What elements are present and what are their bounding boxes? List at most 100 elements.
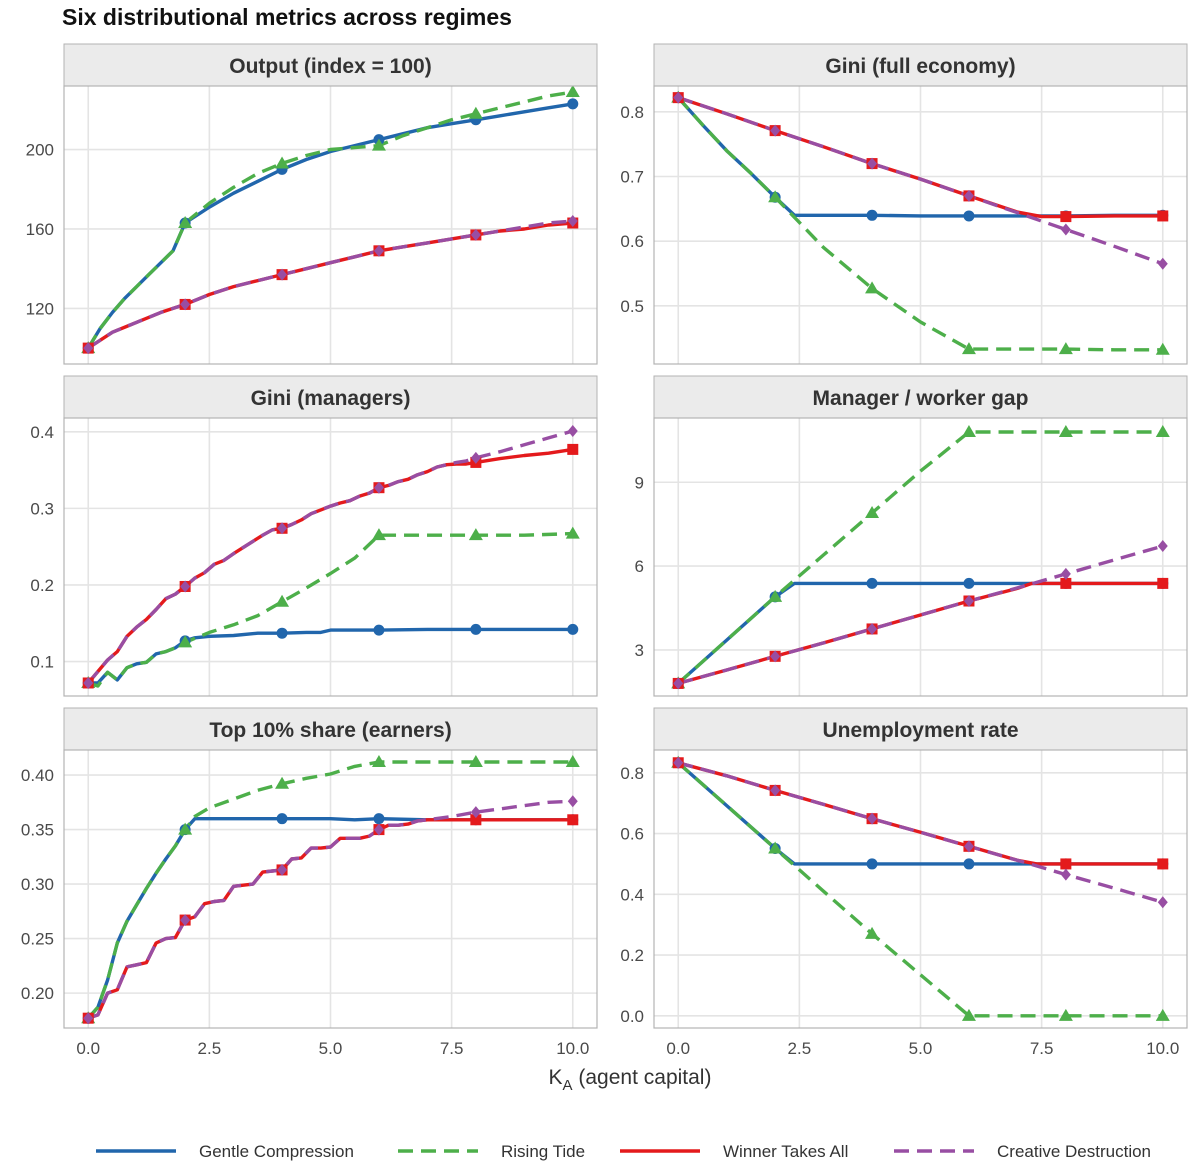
point-rising-tide xyxy=(178,635,193,648)
y-tick-label: 0.8 xyxy=(620,103,644,122)
point-creative-destruction xyxy=(373,244,384,257)
point-creative-destruction xyxy=(470,806,481,819)
y-tick-label: 0.5 xyxy=(620,297,644,316)
y-tick-label: 3 xyxy=(635,641,644,660)
point-creative-destruction xyxy=(83,676,94,689)
y-tick-label: 0.2 xyxy=(30,576,54,595)
legend-label: Creative Destruction xyxy=(997,1142,1151,1161)
y-tick-label: 0.8 xyxy=(620,764,644,783)
point-rising-tide xyxy=(961,424,976,437)
legend-item-winner-takes-all: Winner Takes All xyxy=(620,1142,848,1161)
point-rising-tide xyxy=(371,528,386,541)
y-tick-label: 6 xyxy=(635,557,644,576)
point-rising-tide xyxy=(1058,1008,1073,1021)
point-creative-destruction xyxy=(373,823,384,836)
y-tick-label: 0.20 xyxy=(21,984,54,1003)
point-creative-destruction xyxy=(1060,868,1071,881)
point-rising-tide xyxy=(565,754,580,767)
y-tick-label: 0.1 xyxy=(30,653,54,672)
point-creative-destruction xyxy=(867,157,878,170)
y-tick-label: 0.2 xyxy=(620,946,644,965)
panel-border xyxy=(653,417,1188,697)
panel-strip xyxy=(653,707,1188,751)
point-creative-destruction xyxy=(1157,896,1168,909)
x-axis-title-rest: (agent capital) xyxy=(573,1066,712,1089)
series-line-creative-destruction xyxy=(86,429,574,685)
point-rising-tide xyxy=(275,594,290,607)
point-rising-tide xyxy=(468,106,483,119)
panel-strip xyxy=(63,43,598,87)
panel-border xyxy=(63,85,598,365)
series-line-rising-tide xyxy=(677,430,1163,685)
y-tick-label: 120 xyxy=(26,299,54,318)
point-winner-takes-all xyxy=(1060,858,1072,870)
point-creative-destruction xyxy=(567,795,578,808)
y-tick-label: 0.3 xyxy=(30,499,54,518)
point-creative-destruction xyxy=(277,863,288,876)
y-tick-label: 0.4 xyxy=(30,423,54,442)
legend-label: Rising Tide xyxy=(501,1142,585,1161)
panel-output-index-100: Output (index = 100) 120 160 200 xyxy=(26,43,598,365)
point-gentle-compression xyxy=(866,858,878,870)
gridlines xyxy=(64,418,597,696)
panel-title: Manager / worker gap xyxy=(813,387,1029,410)
point-rising-tide xyxy=(1155,1008,1170,1021)
legend-item-rising-tide: Rising Tide xyxy=(398,1142,585,1161)
x-tick-label: 5.0 xyxy=(909,1039,933,1058)
point-gentle-compression xyxy=(963,577,975,589)
panel-border xyxy=(653,85,1188,365)
point-rising-tide xyxy=(768,841,783,854)
series-line-rising-tide xyxy=(86,760,573,1020)
point-winner-takes-all xyxy=(1157,210,1169,222)
point-creative-destruction xyxy=(963,840,974,853)
panel-title: Gini (managers) xyxy=(251,387,411,410)
point-creative-destruction xyxy=(867,812,878,825)
x-axis-title-main: K xyxy=(549,1066,563,1089)
point-winner-takes-all xyxy=(1060,577,1072,589)
panel-strip xyxy=(653,375,1188,419)
y-tick-label: 0.6 xyxy=(620,232,644,251)
legend: Gentle Compression Rising Tide Winner Take… xyxy=(96,1142,1151,1161)
point-gentle-compression xyxy=(567,623,579,635)
point-rising-tide xyxy=(865,281,880,294)
series-group xyxy=(671,90,1170,355)
point-creative-destruction xyxy=(963,595,974,608)
point-gentle-compression xyxy=(567,98,579,110)
y-tick-label: 200 xyxy=(26,141,54,160)
y-tick-label: 0.4 xyxy=(620,885,644,904)
point-rising-tide xyxy=(178,822,193,835)
point-creative-destruction xyxy=(277,522,288,535)
point-rising-tide xyxy=(371,138,386,151)
x-tick-label: 10.0 xyxy=(556,1039,589,1058)
point-rising-tide xyxy=(1155,424,1170,437)
legend-label: Gentle Compression xyxy=(199,1142,354,1161)
y-tick-label: 0.6 xyxy=(620,825,644,844)
point-rising-tide xyxy=(468,528,483,541)
series-line-creative-destruction xyxy=(677,761,1164,904)
gridlines xyxy=(654,750,1187,1028)
x-axis-title: KA (agent capital) xyxy=(549,1066,712,1094)
legend-item-creative-destruction: Creative Destruction xyxy=(894,1142,1151,1161)
point-rising-tide xyxy=(865,505,880,518)
point-rising-tide xyxy=(865,926,880,939)
panel-top-10-share-earners: Top 10% share (earners) 0.0 2.5 5.0 7.5 10.0 0… xyxy=(21,707,598,1058)
point-creative-destruction xyxy=(83,1012,94,1025)
y-tick-label: 160 xyxy=(26,220,54,239)
point-rising-tide xyxy=(565,526,580,539)
point-creative-destruction xyxy=(770,124,781,137)
series-line-creative-destruction xyxy=(677,544,1164,686)
point-gentle-compression xyxy=(963,858,975,870)
x-tick-label: 2.5 xyxy=(788,1039,812,1058)
y-tick-label: 0.25 xyxy=(21,930,54,949)
series-group xyxy=(81,86,580,355)
point-creative-destruction xyxy=(963,189,974,202)
series-group xyxy=(81,754,580,1025)
y-tick-label: 0.40 xyxy=(21,766,54,785)
point-rising-tide xyxy=(275,156,290,169)
panel-title: Unemployment rate xyxy=(822,719,1018,742)
point-creative-destruction xyxy=(470,228,481,241)
y-tick-label: 0.30 xyxy=(21,875,54,894)
point-creative-destruction xyxy=(673,677,684,690)
x-tick-label: 0.0 xyxy=(76,1039,100,1058)
